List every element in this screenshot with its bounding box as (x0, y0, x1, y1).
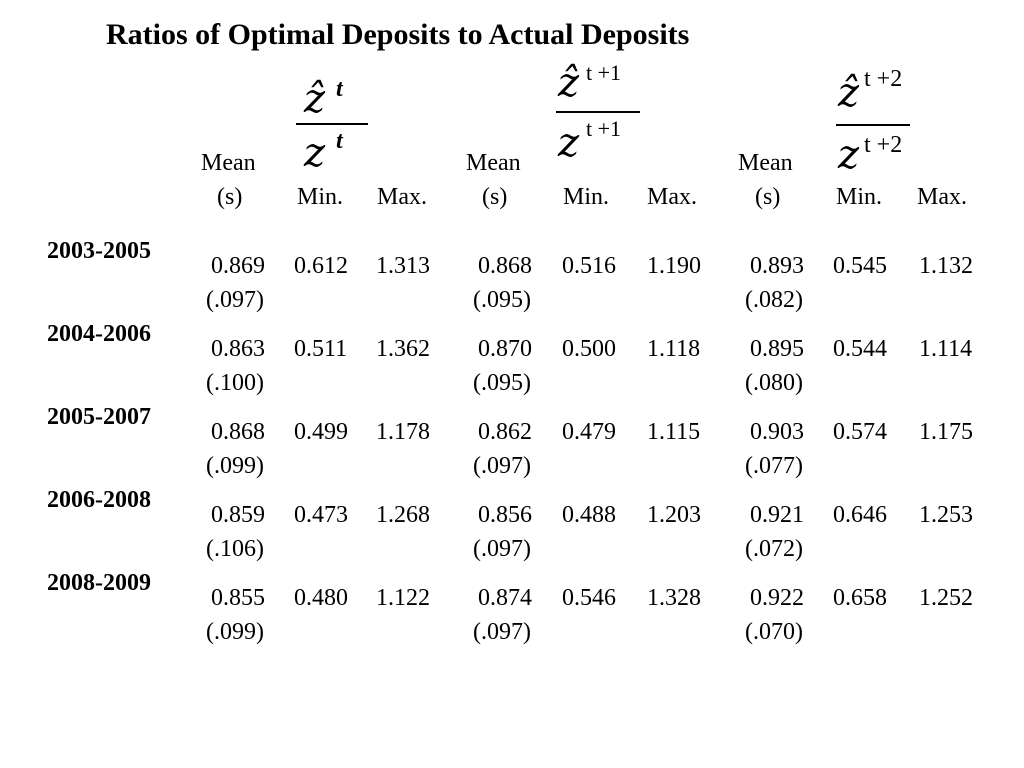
cell-min: 0.574 (833, 419, 887, 445)
cell-max: 1.328 (647, 585, 701, 611)
cell-mean: 0.922 (750, 585, 804, 611)
fraction-numerator-var: ẑ (304, 76, 326, 122)
cell-min: 0.511 (294, 336, 348, 362)
fraction-numerator-sup: t (336, 76, 343, 102)
col-header-max: Max. (377, 184, 427, 210)
cell-sd: (.095) (473, 370, 531, 396)
col-header-max: Max. (917, 184, 967, 210)
col-header-mean: Mean (201, 150, 256, 176)
cell-min: 0.473 (294, 502, 348, 528)
fraction-numerator-var: ẑ (558, 60, 580, 106)
cell-mean: 0.868 (478, 253, 532, 279)
row-period-label: 2003-2005 (47, 238, 151, 264)
cell-max: 1.253 (919, 502, 973, 528)
fraction-header-t-plus-2: ẑ t +2 z t +2 (834, 62, 934, 182)
cell-sd: (.097) (473, 536, 531, 562)
cell-max: 1.190 (647, 253, 701, 279)
cell-min: 0.544 (833, 336, 887, 362)
col-header-min: Min. (297, 184, 344, 210)
cell-sd: (.097) (206, 287, 264, 313)
fraction-denominator-var: z (558, 120, 580, 166)
cell-mean: 0.868 (211, 419, 265, 445)
cell-mean: 0.859 (211, 502, 265, 528)
cell-mean: 0.874 (478, 585, 532, 611)
col-header-s: (s) (755, 184, 781, 210)
row-period-label: 2004-2006 (47, 321, 151, 347)
row-period-label: 2006-2008 (47, 487, 151, 513)
fraction-bar (556, 111, 640, 113)
fraction-denominator-sup: t (336, 128, 343, 154)
fraction-numerator-var: ẑ (838, 70, 860, 116)
cell-mean: 0.903 (750, 419, 804, 445)
cell-min: 0.646 (833, 502, 887, 528)
page-title: Ratios of Optimal Deposits to Actual Dep… (106, 18, 690, 51)
col-header-max: Max. (647, 184, 697, 210)
fraction-denominator-var: z (838, 132, 860, 178)
cell-sd: (.097) (473, 619, 531, 645)
cell-mean: 0.855 (211, 585, 265, 611)
col-header-min: Min. (836, 184, 883, 210)
col-header-s: (s) (482, 184, 508, 210)
cell-sd: (.106) (206, 536, 264, 562)
fraction-numerator-sup: t +1 (586, 60, 622, 85)
cell-min: 0.500 (562, 336, 616, 362)
cell-max: 1.313 (376, 253, 430, 279)
row-period-label: 2005-2007 (47, 404, 151, 430)
fraction-header-t-plus-1: ẑ t +1 z t +1 (552, 58, 652, 168)
col-header-mean: Mean (738, 150, 793, 176)
cell-max: 1.252 (919, 585, 973, 611)
cell-mean: 0.895 (750, 336, 804, 362)
fraction-bar (296, 123, 368, 125)
fraction-denominator-var: z (304, 130, 326, 176)
fraction-denominator-sup: t +1 (586, 116, 622, 141)
fraction-bar (836, 124, 910, 126)
cell-sd: (.080) (745, 370, 803, 396)
cell-sd: (.099) (206, 619, 264, 645)
cell-max: 1.114 (919, 336, 973, 362)
cell-mean: 0.921 (750, 502, 804, 528)
cell-sd: (.072) (745, 536, 803, 562)
cell-min: 0.499 (294, 419, 348, 445)
cell-max: 1.122 (376, 585, 430, 611)
cell-mean: 0.863 (211, 336, 265, 362)
row-period-label: 2008-2009 (47, 570, 151, 596)
cell-mean: 0.870 (478, 336, 532, 362)
cell-max: 1.178 (376, 419, 430, 445)
cell-sd: (.077) (745, 453, 803, 479)
cell-sd: (.097) (473, 453, 531, 479)
cell-min: 0.658 (833, 585, 887, 611)
cell-max: 1.118 (647, 336, 701, 362)
cell-max: 1.175 (919, 419, 973, 445)
cell-mean: 0.893 (750, 253, 804, 279)
cell-max: 1.362 (376, 336, 430, 362)
cell-min: 0.545 (833, 253, 887, 279)
cell-min: 0.480 (294, 585, 348, 611)
cell-mean: 0.869 (211, 253, 265, 279)
cell-sd: (.095) (473, 287, 531, 313)
cell-sd: (.099) (206, 453, 264, 479)
cell-min: 0.488 (562, 502, 616, 528)
col-header-mean: Mean (466, 150, 521, 176)
cell-max: 1.115 (647, 419, 701, 445)
cell-min: 0.612 (294, 253, 348, 279)
cell-sd: (.100) (206, 370, 264, 396)
cell-min: 0.479 (562, 419, 616, 445)
cell-max: 1.132 (919, 253, 973, 279)
cell-min: 0.516 (562, 253, 616, 279)
col-header-min: Min. (563, 184, 610, 210)
cell-max: 1.203 (647, 502, 701, 528)
fraction-denominator-sup: t +2 (864, 132, 903, 158)
cell-max: 1.268 (376, 502, 430, 528)
fraction-numerator-sup: t +2 (864, 66, 903, 92)
cell-sd: (.070) (745, 619, 803, 645)
col-header-s: (s) (217, 184, 243, 210)
cell-mean: 0.862 (478, 419, 532, 445)
cell-min: 0.546 (562, 585, 616, 611)
fraction-header-t: ẑ t z t (290, 72, 380, 182)
cell-mean: 0.856 (478, 502, 532, 528)
cell-sd: (.082) (745, 287, 803, 313)
